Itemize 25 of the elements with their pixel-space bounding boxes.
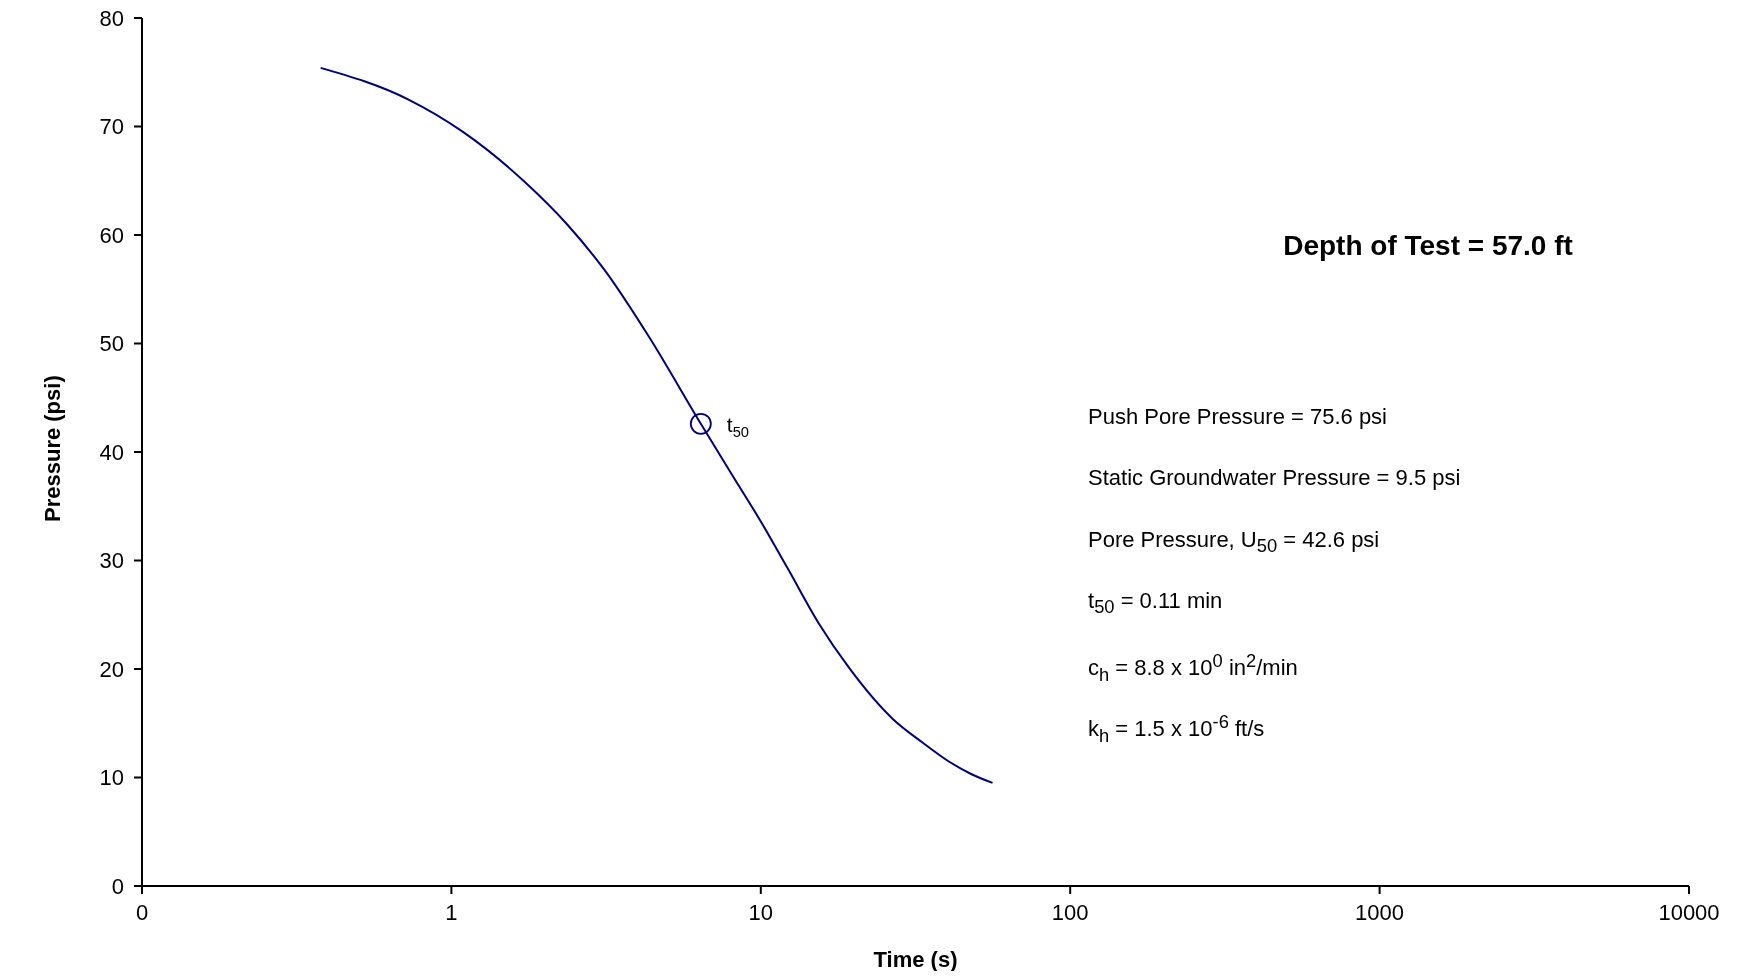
y-tick-label: 80 — [99, 5, 124, 31]
annotation: t$_{50}$ = 0.11 min — [1088, 588, 1224, 620]
y-tick-label: 70 — [99, 114, 124, 140]
text: Depth of Test = 57.0 ft — [1282, 230, 1574, 262]
x-tick-label: 1 — [445, 899, 458, 925]
y-tick-label: 10 — [99, 765, 124, 791]
x-axis-title: Time (s) — [873, 947, 958, 972]
annotation: t$_{50}$ — [726, 412, 750, 440]
y-tick-label: 50 — [99, 331, 124, 357]
y-axis-title: Pressure (psi) — [39, 375, 65, 522]
y-tick-label: 0 — [111, 873, 124, 899]
annotation: k$_{h}$ = 1.5 x 10$^{-6}$ ft/s — [1088, 710, 1266, 748]
annotation: Pore Pressure, U$_{50}$ = 42.6 psi — [1088, 526, 1381, 559]
x-tick-label: 100 — [1051, 899, 1089, 925]
y-tick-label: 60 — [99, 222, 124, 248]
y-tick-label: 30 — [99, 548, 124, 574]
y-tick-label: 40 — [99, 439, 124, 465]
annotation: Push Pore Pressure = 75.6 psi — [1088, 404, 1388, 431]
annotation: c$_{h}$ = 8.8 x 10$^{0}$ in$^{2}$/min — [1088, 649, 1299, 687]
x-tick-label: 10000 — [1658, 899, 1720, 925]
annotation: Static Groundwater Pressure = 9.5 psi — [1088, 465, 1461, 493]
x-tick-label: 0 — [135, 899, 149, 925]
y-tick-label: 20 — [99, 656, 124, 682]
x-tick-label: 1000 — [1355, 899, 1405, 925]
x-tick-label: 10 — [748, 899, 774, 925]
